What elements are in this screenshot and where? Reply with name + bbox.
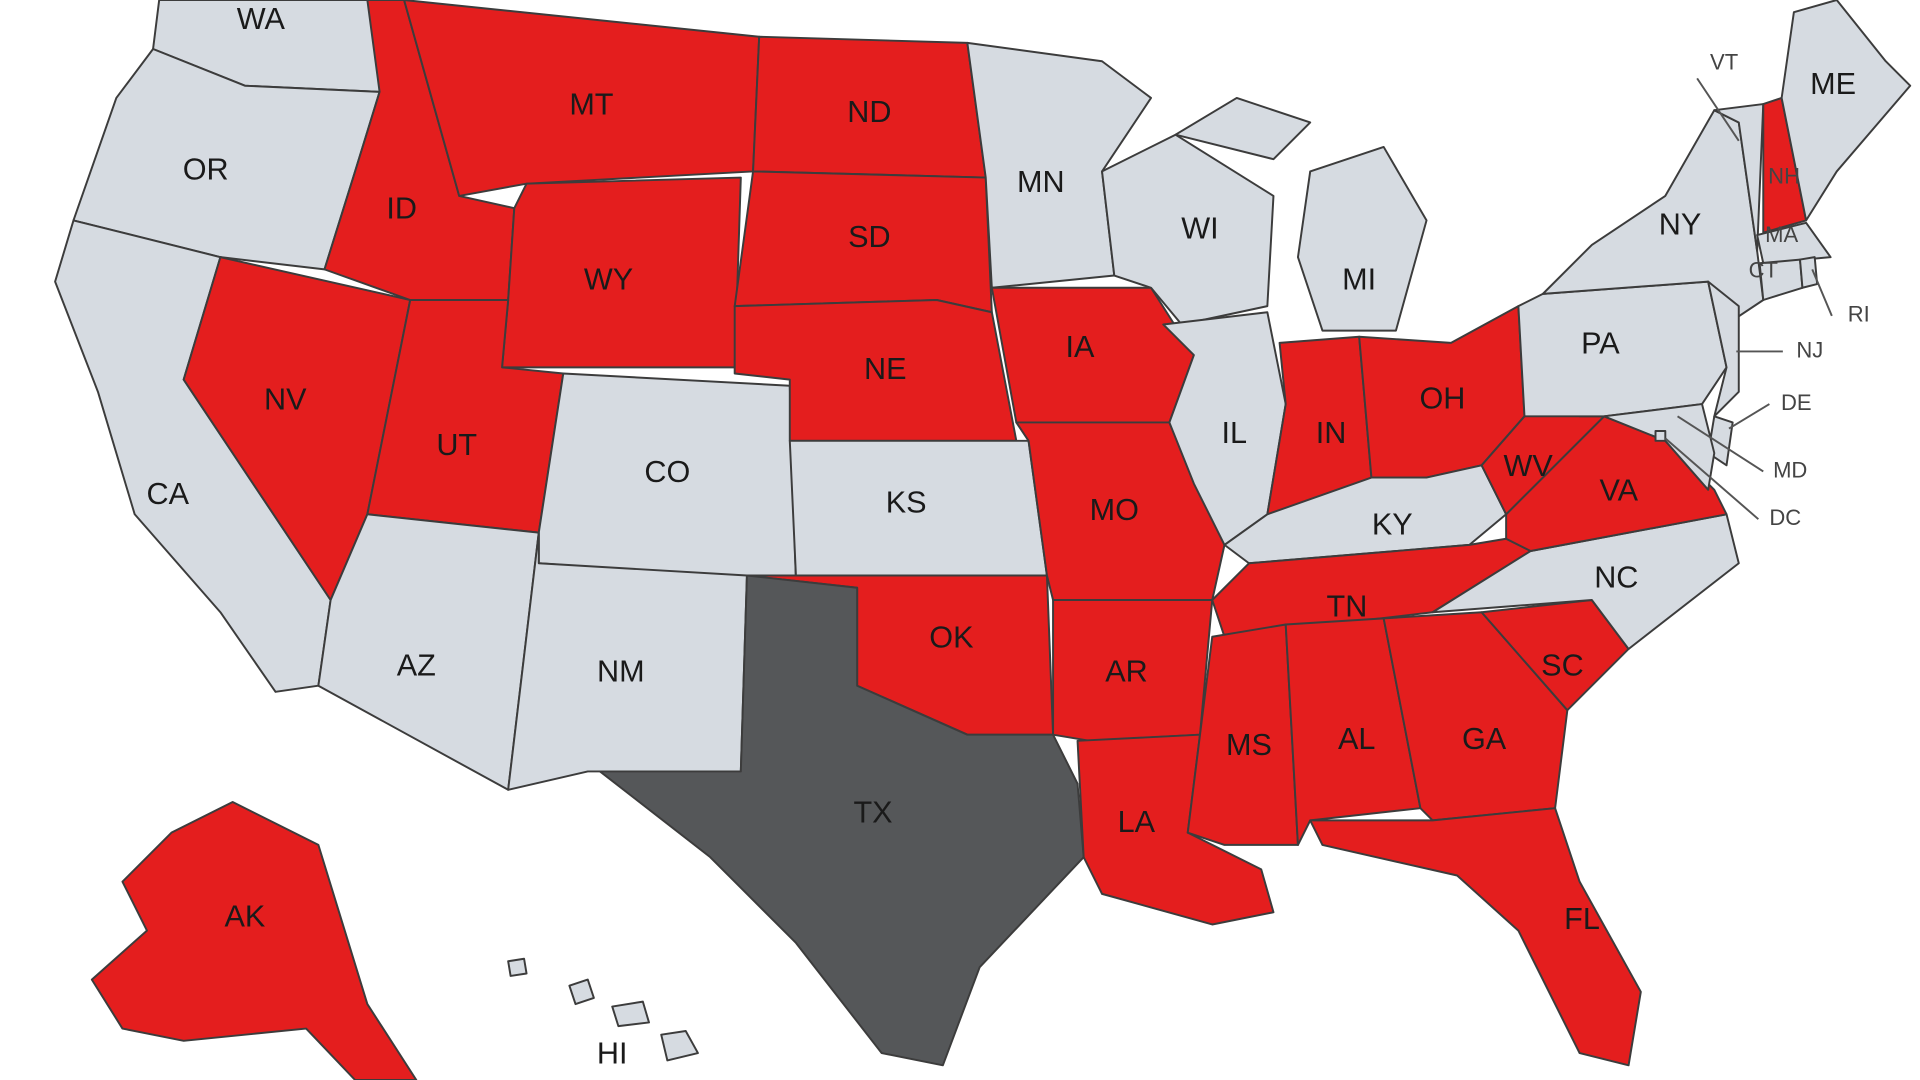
state-label-nm: NM (597, 655, 645, 689)
state-mi (1296, 145, 1428, 332)
state-label-id: ID (386, 192, 417, 226)
state-pa (1517, 280, 1728, 418)
state-label-tx: TX (853, 795, 892, 829)
state-mt (403, 0, 761, 197)
state-label-ak: AK (224, 899, 265, 933)
leader-line-de (1728, 403, 1770, 430)
state-label-ia: IA (1066, 330, 1096, 364)
state-label-la: LA (1118, 805, 1156, 839)
state-hi (507, 957, 528, 977)
state-label-wy: WY (584, 263, 633, 297)
state-label-ks: KS (886, 486, 927, 520)
state-label-me: ME (1810, 67, 1856, 101)
state-label-md: MD (1773, 457, 1807, 482)
state-label-al: AL (1338, 722, 1375, 756)
leader-line-dc (1664, 437, 1760, 520)
state-label-nv: NV (264, 383, 307, 417)
state-al (1284, 617, 1422, 846)
state-tx (599, 574, 1085, 1067)
state-label-ca: CA (146, 477, 189, 511)
state-dc (1654, 430, 1667, 442)
state-hi (611, 1000, 650, 1028)
state-label-ok: OK (929, 620, 974, 654)
state-mi (1174, 96, 1312, 161)
state-ri (1799, 256, 1819, 289)
state-label-wi: WI (1181, 211, 1218, 245)
state-label-co: CO (644, 455, 690, 489)
state-fl (1309, 807, 1642, 1067)
state-hi (660, 1030, 699, 1062)
state-label-vt: VT (1710, 50, 1738, 75)
state-label-mn: MN (1017, 165, 1065, 199)
leader-line-vt (1696, 77, 1740, 142)
state-label-tn: TN (1327, 590, 1368, 624)
state-vt (1713, 103, 1765, 252)
state-label-wv: WV (1504, 449, 1554, 483)
state-ma (1756, 221, 1832, 265)
state-label-nd: ND (847, 95, 891, 129)
state-label-mi: MI (1342, 263, 1376, 297)
state-labels: WA OR CA NV ID MT WY UT AZ CO NM ND SD NE KS OK TX MN IA MO… (146, 2, 1869, 1071)
state-label-il: IL (1222, 416, 1248, 450)
state-label-ut: UT (436, 428, 477, 462)
state-label-ct: CT (1749, 258, 1778, 283)
state-shapes (54, 0, 1912, 1080)
state-label-ar: AR (1105, 655, 1148, 689)
state-label-nj: NJ (1796, 337, 1823, 362)
state-label-ma: MA (1765, 222, 1798, 247)
state-label-dc: DC (1769, 505, 1801, 530)
state-label-ny: NY (1659, 208, 1702, 242)
state-label-ky: KY (1372, 508, 1413, 542)
state-label-oh: OH (1419, 382, 1465, 416)
state-label-va: VA (1599, 473, 1638, 507)
state-label-or: OR (183, 153, 229, 187)
state-label-sd: SD (848, 220, 891, 254)
state-az (317, 513, 540, 791)
state-label-pa: PA (1581, 326, 1620, 360)
state-label-mo: MO (1090, 493, 1139, 527)
label-leader-lines (1664, 77, 1833, 520)
state-label-wa: WA (237, 2, 286, 36)
state-label-in: IN (1316, 416, 1347, 450)
state-wi (1101, 133, 1275, 326)
state-label-ne: NE (864, 352, 907, 386)
leader-line-ri (1811, 269, 1833, 317)
state-label-mt: MT (569, 88, 613, 122)
state-me (1780, 0, 1912, 222)
state-label-sc: SC (1541, 648, 1584, 682)
state-label-ms: MS (1226, 728, 1272, 762)
state-label-nc: NC (1594, 560, 1638, 594)
leader-line-md (1677, 415, 1764, 473)
state-label-de: DE (1781, 390, 1812, 415)
state-label-ri: RI (1848, 302, 1870, 327)
state-label-az: AZ (397, 648, 436, 682)
state-label-nh: NH (1768, 163, 1800, 188)
state-hi (568, 978, 595, 1006)
state-ak (90, 801, 418, 1080)
state-label-fl: FL (1564, 902, 1600, 936)
state-label-ga: GA (1462, 722, 1507, 756)
state-label-hi: HI (597, 1037, 628, 1071)
state-nj (1707, 280, 1740, 418)
